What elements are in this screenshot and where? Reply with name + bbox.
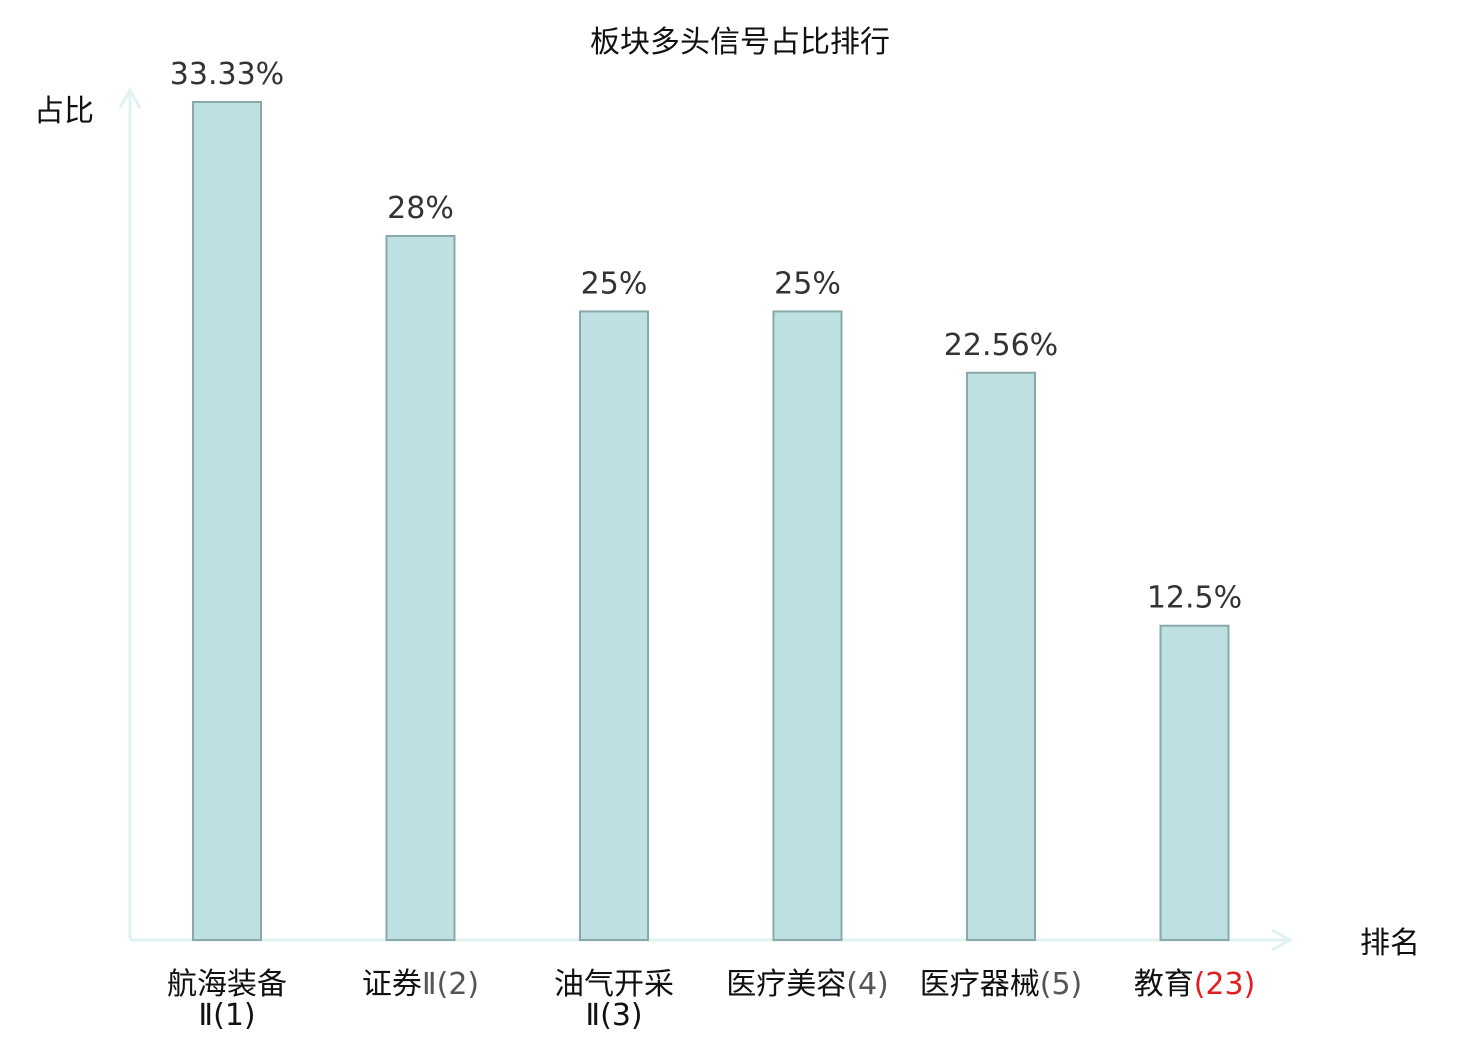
bar[interactable] (772, 310, 843, 941)
category-name: 医疗美容 (726, 967, 846, 1002)
bars-group (192, 100, 1230, 941)
x-axis-arrow (1271, 928, 1294, 952)
bar[interactable] (579, 310, 649, 941)
category-label: 教育(23) (1134, 967, 1256, 1002)
category-suffix: (4) (846, 967, 889, 1002)
chart-title: 板块多头信号占比排行 (590, 25, 890, 60)
category-suffix: (5) (1040, 967, 1083, 1002)
y-axis-arrow (118, 86, 142, 109)
bar[interactable] (192, 100, 262, 941)
bar[interactable] (385, 235, 456, 941)
category-label: 油气开采 (554, 967, 674, 1002)
category-name: 医疗器械 (920, 967, 1040, 1002)
value-label: 25% (774, 266, 841, 301)
category-label: 医疗器械(5) (920, 967, 1083, 1002)
category-suffix: Ⅱ(2) (422, 967, 479, 1002)
value-label: 22.56% (944, 328, 1058, 363)
category-label-suffix: Ⅱ(1) (198, 998, 255, 1033)
category-label: 医疗美容(4) (726, 967, 889, 1002)
value-label: 33.33% (170, 57, 284, 92)
axes (118, 86, 1294, 952)
category-name: 教育 (1134, 967, 1194, 1002)
category-name: 证券 (362, 967, 422, 1002)
bar[interactable] (966, 371, 1036, 941)
value-label: 12.5% (1147, 581, 1242, 616)
y-axis-label: 占比 (34, 94, 94, 129)
value-label: 25% (581, 266, 648, 301)
category-label: 证券Ⅱ(2) (362, 967, 479, 1002)
bar[interactable] (1159, 624, 1230, 941)
category-label: 航海装备 (167, 967, 287, 1002)
category-suffix: (23) (1194, 967, 1256, 1002)
value-label: 28% (387, 191, 454, 226)
x-axis-label: 排名 (1360, 926, 1420, 961)
category-label-suffix: Ⅱ(3) (585, 998, 642, 1033)
value-labels-group: 33.33% 28% 25% 25% 22.56% 12.5% (170, 57, 1242, 616)
